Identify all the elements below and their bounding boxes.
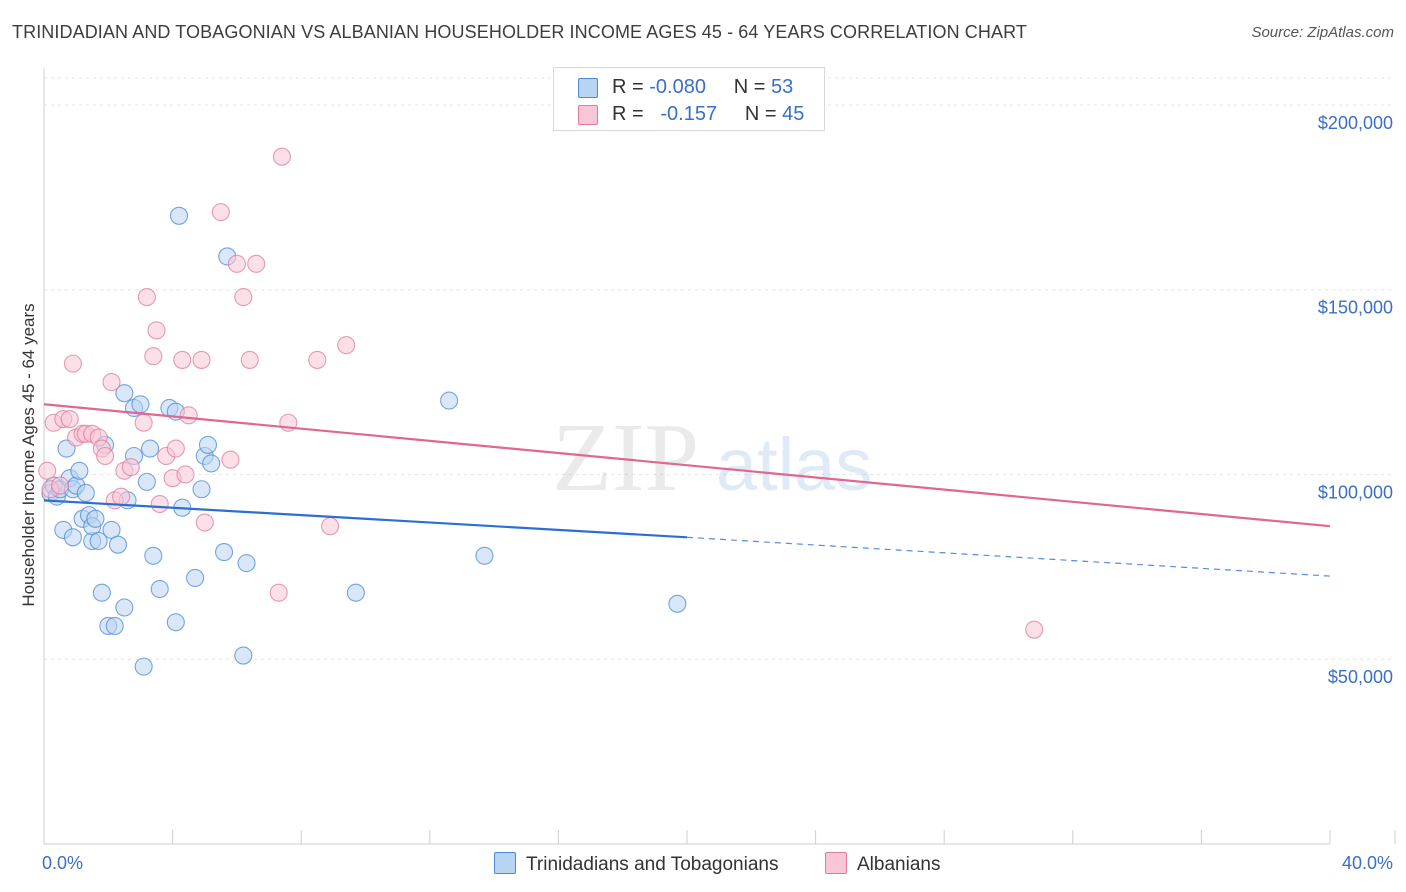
albanian-point xyxy=(195,513,214,532)
albanian-point xyxy=(63,354,82,373)
albanian-point xyxy=(337,336,356,355)
trinidadian-point xyxy=(166,613,185,632)
albanian-point xyxy=(121,458,140,477)
trinidadian-point xyxy=(475,546,494,565)
x-tick-label: 40.0% xyxy=(1342,853,1393,873)
bottom-legend-trinidadian[interactable]: Trinidadians and Tobagonians xyxy=(494,852,778,876)
trinidadian-point xyxy=(70,461,89,480)
albanian-point xyxy=(60,409,79,429)
trinidadian-point xyxy=(76,483,95,503)
trinidadian-trend-line xyxy=(43,499,688,539)
albanian-point xyxy=(147,321,166,340)
watermark-atlas: atlas xyxy=(716,423,872,506)
trinidadian-point xyxy=(668,594,687,613)
r-value-albanian: -0.157 xyxy=(660,103,718,125)
albanian-point xyxy=(192,350,211,369)
albanian-point xyxy=(221,450,240,469)
albanian-point xyxy=(176,465,195,484)
trinidadian-point xyxy=(105,616,124,636)
y-axis-title: Householder Income Ages 45 - 64 years xyxy=(19,303,38,606)
y-tick-label: $150,000 xyxy=(1318,298,1393,318)
trinidadian-point xyxy=(440,391,459,410)
r-label: R = xyxy=(612,76,644,98)
trinidadian-point xyxy=(144,546,163,565)
trend-lines xyxy=(43,403,1331,577)
albanian-point xyxy=(166,439,185,458)
trinidadian-legend-swatch xyxy=(494,852,516,874)
r-label: R = xyxy=(612,103,644,125)
albanian-point xyxy=(38,461,57,480)
trinidadian-point xyxy=(237,554,256,573)
trinidadian-point xyxy=(186,568,205,587)
trinidadian-point xyxy=(134,657,153,676)
n-value-albanian: 45 xyxy=(782,103,805,125)
n-label: N = xyxy=(744,103,777,125)
y-tick-label: $200,000 xyxy=(1318,113,1393,133)
trinidadian-point xyxy=(202,454,221,473)
trinidadian-point xyxy=(115,384,134,403)
x-tick-labels: 0.0% 40.0% xyxy=(42,853,1393,873)
trinidadian-trend-line-extension xyxy=(686,536,1331,577)
trinidadian-point xyxy=(214,543,234,562)
albanian-swatch xyxy=(578,105,598,125)
albanian-point xyxy=(234,288,253,307)
trinidadian-point xyxy=(346,583,365,602)
trinidadian-point xyxy=(169,206,189,225)
n-value-trinidadian: 53 xyxy=(771,76,794,98)
y-tick-label: $100,000 xyxy=(1318,482,1393,502)
trinidadian-point xyxy=(86,509,105,528)
albanian-point xyxy=(247,254,266,273)
albanian-point xyxy=(96,446,115,466)
trinidadian-point xyxy=(198,435,218,454)
albanian-point xyxy=(1025,620,1044,639)
albanian-point xyxy=(150,494,169,514)
watermark: ZIP atlas xyxy=(552,404,872,512)
data-points xyxy=(38,147,1044,676)
trinidadian-point xyxy=(108,535,127,554)
trinidadian-point xyxy=(131,395,150,414)
albanian-point xyxy=(112,487,131,506)
albanian-legend-swatch xyxy=(825,852,847,874)
trinidadian-legend-label: Trinidadians and Tobagonians xyxy=(526,854,779,875)
y-tick-label: $50,000 xyxy=(1328,667,1393,687)
correlation-legend: R = -0.080 N = 53 R = -0.157 N = 45 xyxy=(553,67,825,131)
n-label: N = xyxy=(733,76,766,98)
trinidadian-point xyxy=(137,472,156,491)
trinidadian-point xyxy=(150,579,169,599)
albanian-legend-label: Albanians xyxy=(857,854,941,875)
albanian-point xyxy=(51,476,70,495)
axes xyxy=(43,68,1396,845)
albanian-point xyxy=(211,203,230,222)
trinidadian-point xyxy=(234,646,253,665)
albanian-point xyxy=(102,373,121,392)
gridlines xyxy=(44,77,1395,660)
albanian-point xyxy=(227,254,246,273)
albanian-point xyxy=(269,583,288,602)
albanian-point xyxy=(173,350,192,369)
trinidadian-point xyxy=(89,531,108,551)
albanian-point xyxy=(321,517,340,536)
albanian-point xyxy=(179,406,198,425)
albanian-point xyxy=(308,350,327,369)
chart-title: TRINIDADIAN AND TOBAGONIAN VS ALBANIAN H… xyxy=(12,22,1027,42)
trinidadian-point xyxy=(192,480,211,499)
albanian-point xyxy=(144,347,163,366)
albanian-point xyxy=(272,147,291,166)
albanian-point xyxy=(137,288,156,307)
albanian-point xyxy=(240,350,259,369)
trinidadian-point xyxy=(141,439,160,458)
y-tick-labels: $50,000 $100,000 $150,000 $200,000 xyxy=(1318,113,1393,687)
r-value-trinidadian: -0.080 xyxy=(649,76,706,98)
trinidadian-swatch xyxy=(578,78,598,98)
trinidadian-point xyxy=(63,528,82,547)
albanian-point xyxy=(134,413,153,432)
albanian-trend-line xyxy=(43,403,1331,528)
source-label: Source: ZipAtlas.com xyxy=(1251,24,1394,41)
x-tick-label: 0.0% xyxy=(42,853,83,873)
bottom-legend-albanian[interactable]: Albanians xyxy=(825,852,940,876)
trinidadian-point xyxy=(92,583,111,602)
trinidadian-point xyxy=(115,598,134,617)
watermark-zip: ZIP xyxy=(552,404,699,512)
